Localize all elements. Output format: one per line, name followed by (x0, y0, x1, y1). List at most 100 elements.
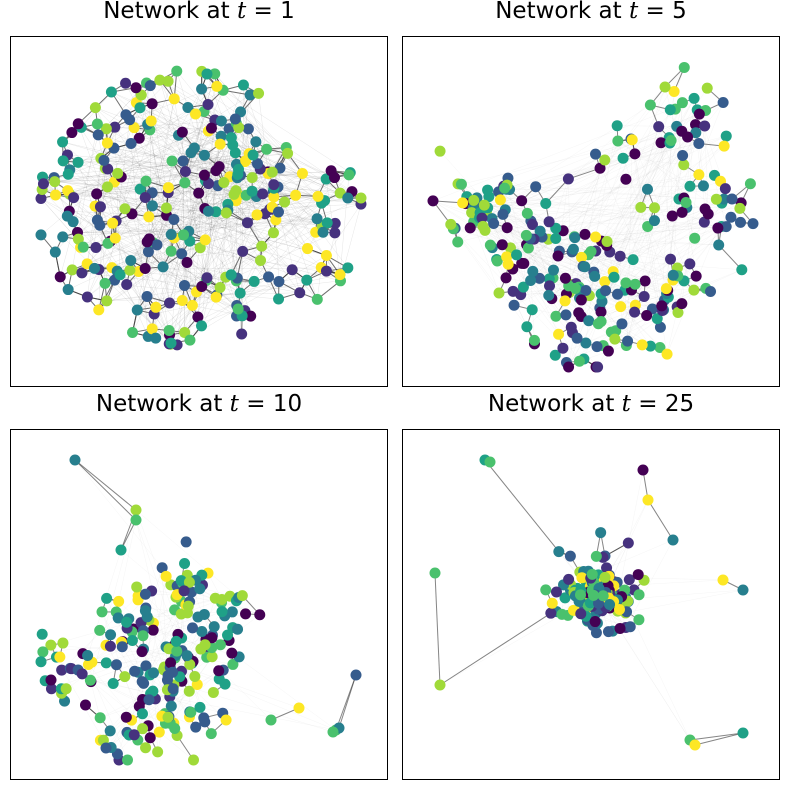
node (499, 182, 511, 194)
node (599, 154, 611, 166)
node (167, 683, 179, 695)
faint-edge (137, 225, 323, 311)
node (718, 140, 730, 152)
node (612, 288, 624, 300)
node (576, 251, 588, 263)
node (660, 283, 672, 295)
node (511, 249, 523, 261)
node (246, 172, 258, 184)
node (320, 265, 332, 277)
faint-edge (169, 213, 266, 336)
panel-title-t25: Network at t = 25 (402, 391, 780, 417)
faint-edge (152, 205, 170, 304)
node (659, 81, 671, 93)
node (690, 127, 702, 139)
node (342, 262, 354, 274)
faint-edge (77, 223, 336, 233)
node (192, 311, 204, 323)
faint-edge (632, 125, 705, 260)
faint-edge (473, 221, 572, 328)
faint-edge (625, 539, 674, 628)
faint-edge (600, 137, 670, 313)
faint-edge (74, 459, 163, 568)
node (553, 546, 565, 558)
node (113, 595, 125, 607)
node (76, 267, 88, 279)
node (188, 754, 200, 766)
faint-edge (135, 519, 167, 647)
title-prefix: Network at (487, 391, 622, 417)
node (434, 145, 446, 157)
node (550, 586, 562, 598)
node (665, 253, 677, 265)
node (697, 180, 709, 192)
node (672, 307, 684, 319)
node (517, 281, 529, 293)
faint-edge (150, 85, 238, 279)
node (478, 199, 490, 211)
node (61, 210, 73, 222)
node (242, 123, 254, 135)
faint-edge (169, 193, 199, 304)
node (150, 332, 162, 344)
faint-edge (190, 152, 318, 300)
node (560, 309, 572, 321)
node (522, 242, 534, 254)
node (179, 166, 191, 178)
node (175, 608, 187, 620)
faint-edge (90, 509, 137, 682)
node (128, 729, 140, 741)
node (253, 87, 265, 99)
node (343, 169, 355, 181)
node (273, 293, 285, 305)
node (109, 121, 121, 133)
faint-edge (107, 130, 209, 144)
node (553, 328, 565, 340)
node (186, 299, 198, 311)
faint-edge (545, 136, 688, 204)
node (744, 178, 756, 190)
node (196, 626, 208, 638)
faint-edge (184, 197, 362, 286)
node (157, 261, 169, 273)
node (178, 279, 190, 291)
node (601, 236, 613, 248)
node (175, 575, 187, 587)
faint-edge (155, 196, 319, 339)
node (244, 89, 256, 101)
node (342, 192, 354, 204)
node (205, 122, 217, 134)
node (526, 219, 538, 231)
node (126, 635, 138, 647)
node (152, 746, 164, 758)
node (720, 221, 732, 233)
node (178, 229, 190, 241)
node (176, 294, 188, 306)
node (99, 277, 111, 289)
node (131, 581, 143, 593)
node (623, 574, 635, 586)
node (530, 181, 542, 193)
node (256, 240, 268, 252)
node (614, 250, 626, 262)
node (150, 301, 162, 313)
node (633, 614, 645, 626)
node (116, 641, 128, 653)
node (181, 650, 193, 662)
faint-edge (95, 191, 274, 248)
faint-edge (681, 125, 705, 304)
node (350, 669, 362, 681)
node (676, 97, 688, 109)
faint-edge (549, 159, 605, 287)
faint-edge (597, 595, 691, 741)
node (112, 612, 124, 624)
node (176, 248, 188, 260)
node (121, 279, 133, 291)
node (119, 203, 131, 215)
faint-edge (589, 295, 635, 313)
network-plot-t10 (10, 429, 388, 780)
node (182, 101, 194, 113)
faint-edge (598, 596, 691, 741)
node (725, 211, 737, 223)
node (717, 574, 729, 586)
